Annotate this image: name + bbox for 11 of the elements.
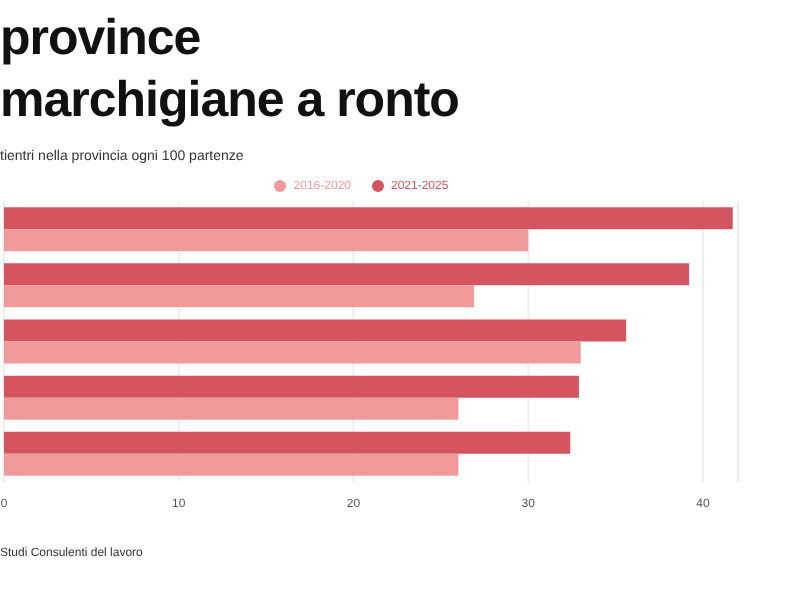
bar <box>4 431 571 454</box>
bar <box>4 397 459 420</box>
bar <box>4 285 475 308</box>
chart-title: province marchigiane a ronto <box>0 8 461 132</box>
bar <box>4 207 733 230</box>
bar <box>4 341 581 364</box>
bar <box>4 453 459 476</box>
bar <box>4 263 690 286</box>
bar <box>4 319 627 342</box>
bar <box>4 375 579 398</box>
bar <box>4 229 529 252</box>
